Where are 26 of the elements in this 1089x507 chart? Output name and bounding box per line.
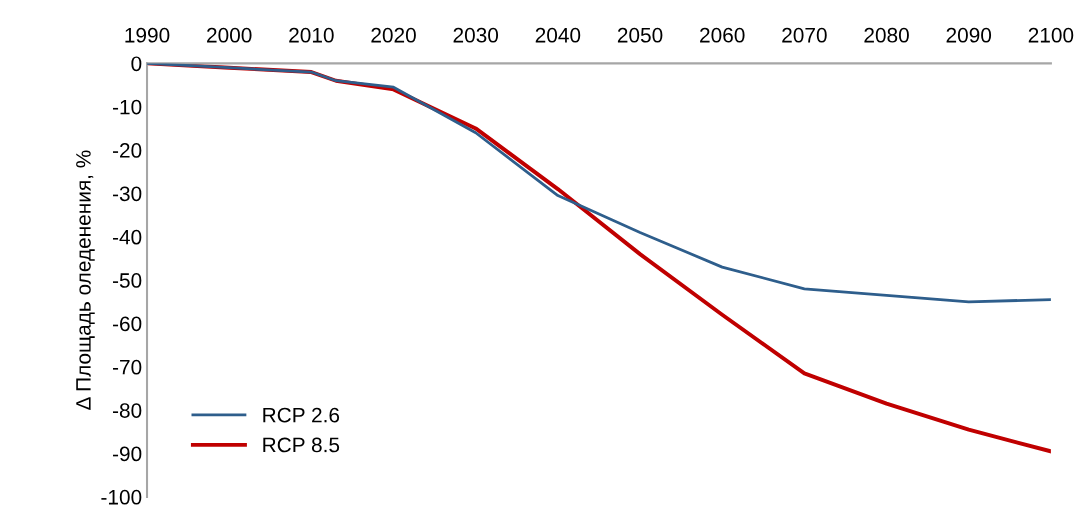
x-tick-label: 1990	[125, 27, 170, 43]
legend-label: RCP 2.6	[263, 407, 340, 423]
y-tick-label: -70	[112, 359, 142, 375]
y-tick-label: -60	[112, 316, 142, 332]
x-tick-label: 2010	[289, 27, 334, 43]
y-tick-label: -50	[112, 273, 142, 288]
y-tick-label: -80	[112, 403, 142, 418]
x-tick-label: 2000	[207, 27, 252, 43]
x-tick-label: 2100	[1028, 27, 1074, 43]
y-tick-label: -100	[101, 489, 142, 505]
x-tick-label: 2070	[782, 27, 827, 43]
x-tick-label: 2060	[700, 27, 745, 43]
x-tick-label: 2020	[371, 27, 416, 43]
legend-label: RCP 8.5	[263, 437, 340, 453]
y-tick-label: -10	[112, 99, 142, 115]
y-axis-title: Δ Площадь оледенения, %	[76, 150, 95, 410]
y-tick-label: 0	[131, 56, 142, 72]
x-tick-label: 2040	[535, 27, 581, 43]
x-tick-label: 2080	[864, 27, 909, 43]
x-tick-label: 2090	[946, 27, 992, 43]
x-tick-label: 2050	[617, 27, 663, 43]
y-tick-label: -40	[112, 229, 142, 245]
y-tick-label: -30	[112, 186, 142, 202]
x-tick-label: 2030	[453, 27, 499, 43]
y-tick-label: -20	[112, 143, 142, 158]
y-tick-label: -90	[112, 446, 142, 462]
